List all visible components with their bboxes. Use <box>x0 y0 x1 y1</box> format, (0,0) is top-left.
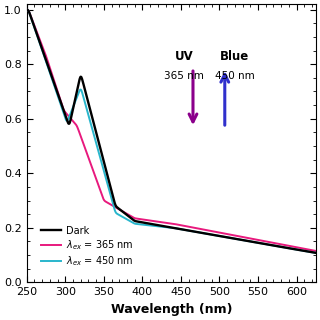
Text: 365 nm: 365 nm <box>164 71 204 81</box>
Text: 450 nm: 450 nm <box>215 71 255 81</box>
Text: Blue: Blue <box>220 50 250 63</box>
X-axis label: Wavelength (nm): Wavelength (nm) <box>110 303 232 316</box>
Text: UV: UV <box>175 50 194 63</box>
Legend: Dark, $\lambda_{ex}$ = 365 nm, $\lambda_{ex}$ = 450 nm: Dark, $\lambda_{ex}$ = 365 nm, $\lambda_… <box>37 222 137 272</box>
